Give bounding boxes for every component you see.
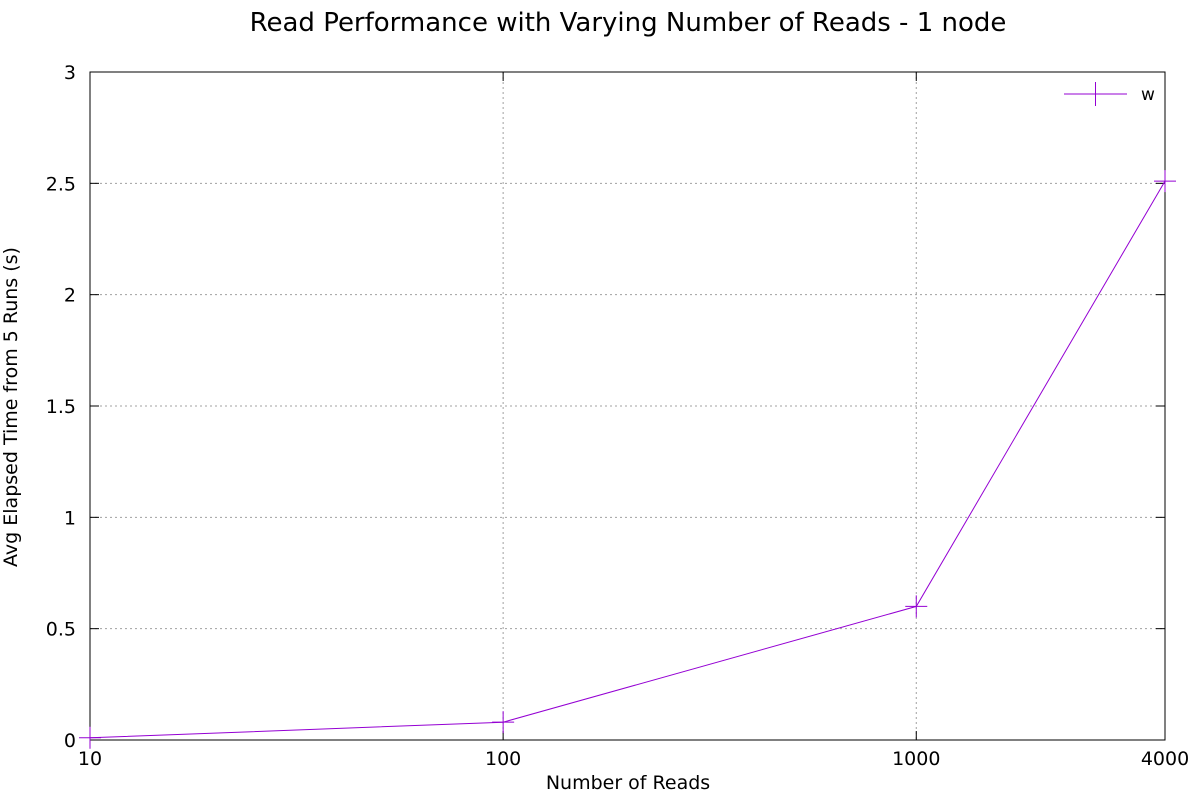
axis-ticks: 0 0.5 1 1.5 2 2.5 3 10 100 1000 4000 <box>46 62 1189 770</box>
x-tick-label: 4000 <box>1141 748 1189 770</box>
x-tick-label: 10 <box>78 748 102 770</box>
y-axis-label: Avg Elapsed Time from 5 Runs (s) <box>0 247 22 567</box>
x-axis-label: Number of Reads <box>546 772 710 794</box>
y-tick-label: 2 <box>64 285 76 307</box>
y-tick-label: 0.5 <box>46 619 76 641</box>
data-point-marker <box>492 711 515 734</box>
data-point-marker <box>905 595 928 618</box>
y-tick-label: 1.5 <box>46 396 76 418</box>
data-point-marker <box>79 726 101 749</box>
legend-label: w <box>1141 85 1155 105</box>
x-tick-label: 1000 <box>892 748 940 770</box>
y-tick-label: 0 <box>64 730 76 752</box>
legend: w <box>1064 82 1155 106</box>
series-line-w <box>89 180 1166 739</box>
grid-lines <box>90 72 1165 740</box>
x-tick-label: 100 <box>485 748 521 770</box>
plot-area-border <box>89 71 1166 741</box>
y-tick-label: 1 <box>64 507 76 529</box>
y-tick-label: 2.5 <box>46 173 76 195</box>
chart-title: Read Performance with Varying Number of … <box>250 8 1007 38</box>
y-tick-label: 3 <box>64 62 76 84</box>
data-series <box>79 170 1176 749</box>
data-point-marker <box>1154 170 1176 193</box>
